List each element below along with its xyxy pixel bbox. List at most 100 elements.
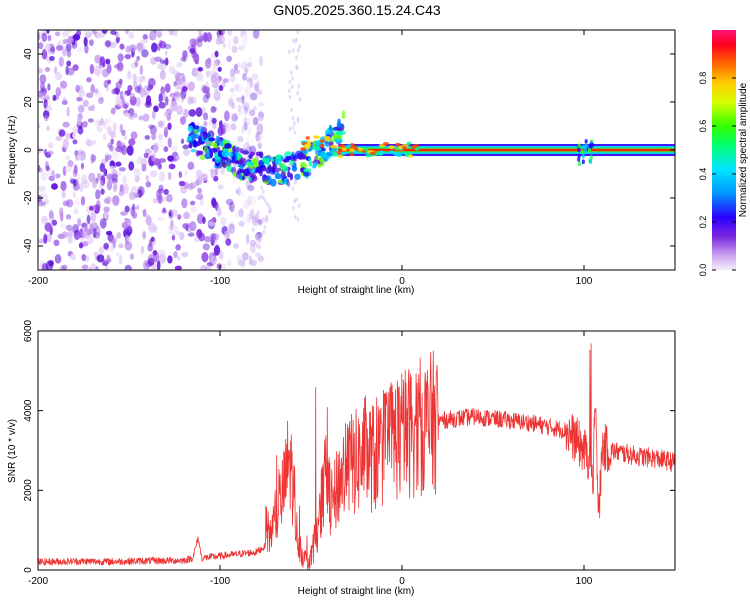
spectrogram-noise-blob [167,255,173,264]
spectrogram-noise-blob [148,35,153,41]
spectrogram-signal-blob [238,173,243,180]
spectrogram-noise-blob [93,231,101,239]
spectrogram-noise-blob [142,230,146,240]
tone-cluster-blob [414,147,420,151]
spectrogram-noise-blob [148,77,156,87]
spectrogram-noise-blob [157,216,165,222]
spectrogram-noise-blob [229,68,236,77]
spectrogram-noise-blob [73,164,78,175]
spectrogram-noise-blob [116,61,124,72]
spectrogram-signal-blob [284,151,292,158]
spectrogram-noise-blob [219,30,225,36]
spectrogram-noise-blob [136,42,144,53]
spectrogram-noise-blob [53,66,58,74]
tone-cluster-blob [348,148,355,152]
spectrogram-noise-blob [40,215,48,225]
spectrogram-signal-blob [320,150,326,160]
spectrogram-noise-blob [175,96,181,103]
spectrogram-noise-blob [149,124,157,135]
spectrogram-noise-blob [210,106,217,114]
spectrogram-faint-blob [256,210,260,215]
spectrogram-noise-blob [242,73,247,81]
spectrogram-noise-blob [249,92,258,101]
spectrogram-noise-blob [40,81,45,91]
spectrogram-noise-blob [176,155,180,161]
spectrogram-noise-blob [112,237,118,244]
spectrogram-noise-blob [72,169,78,178]
spectrogram-noise-blob [257,142,262,150]
spectrogram-signal-blob [303,168,312,173]
spectrogram-signal-blob [317,163,322,168]
spectrogram-noise-blob [151,152,156,162]
spectrogram-noise-blob [165,96,169,106]
spectrogram-signal-blob [268,164,272,172]
spectrogram-noise-blob [243,142,251,152]
spectrogram-noise-blob [187,96,194,105]
feature-100km-blob [584,143,588,148]
spectrogram-noise-blob [118,146,125,153]
spectrogram-signal-blob [187,125,194,133]
spectrogram-noise-blob [243,122,248,131]
spectrogram-noise-blob [125,71,133,81]
snr-x-tick-label: 0 [399,576,405,587]
spectrogram-noise-blob [129,92,136,101]
spectrogram-noise-blob [254,216,259,223]
spectrogram-noise-blob [49,55,55,61]
spectrogram-noise-blob [109,41,117,49]
spectrogram-noise-blob [181,198,188,209]
spectrogram-noise-blob [139,87,146,98]
spectrogram-noise-blob [47,34,52,42]
spectrogram-noise-blob [254,212,259,223]
spectrogram-noise-blob [178,180,186,187]
spectrogram-noise-blob [87,105,93,112]
spec-y-tick-label: 40 [23,48,34,60]
spectrogram-noise-blob [204,58,212,69]
spectrogram-noise-blob [114,104,122,110]
spectrogram-noise-blob [112,182,118,193]
spectrogram-noise-blob [214,243,220,255]
spectrogram-faint-blob [254,252,258,258]
tone-cluster-blob [369,151,377,156]
spectrogram-noise-blob [67,67,75,76]
spectrogram-noise-blob [152,142,159,154]
spectrogram-noise-blob [38,42,44,50]
spectrogram-noise-blob [164,83,171,93]
spectrogram-noise-blob [102,259,109,266]
spectrogram-faint-blob [291,84,294,90]
feature-100km-blob [589,159,593,164]
spectrogram-noise-blob [193,235,200,243]
spectrogram-signal-blob [289,154,297,161]
feature-100km-blob [581,159,585,165]
spectrogram-noise-blob [151,42,158,53]
spectrogram-signal-blob [186,135,193,142]
spectrogram-noise-blob [55,86,62,97]
spectrogram-noise-blob [138,115,144,121]
spectrogram-noise-blob [141,163,147,172]
spectrogram-signal-blob [294,150,303,160]
spectrogram-noise-blob [90,153,95,164]
spectrogram-faint-blob [260,232,263,238]
spectrogram-noise-blob [115,37,120,44]
spectrogram-noise-blob [72,125,79,134]
spectrogram-noise-blob [45,165,50,172]
spectrogram-noise-blob [88,172,96,183]
spectrogram-noise-blob [249,208,255,220]
spectrogram-noise-blob [249,195,256,206]
spectrogram-noise-blob [247,57,252,64]
spectrogram-faint-blob [291,205,295,210]
spectrogram-noise-blob [101,68,110,78]
spectrogram-noise-blob [105,58,111,65]
spectrogram-noise-blob [59,80,68,89]
spectrogram-noise-blob [43,148,48,155]
tone-cluster-blob [382,141,390,146]
spectrogram-noise-blob [84,44,89,54]
spectrogram-noise-blob [55,135,63,141]
colorbar-tick-label: 0.8 [698,72,708,85]
spectrogram-noise-blob [210,255,218,265]
spectrogram-noise-blob [183,108,189,118]
spectrogram-noise-blob [247,184,255,192]
spectrogram-noise-blob [54,31,61,37]
spectrogram-noise-blob [224,123,232,132]
spectrogram-noise-blob [72,139,78,145]
spectrogram-noise-blob [103,210,108,219]
